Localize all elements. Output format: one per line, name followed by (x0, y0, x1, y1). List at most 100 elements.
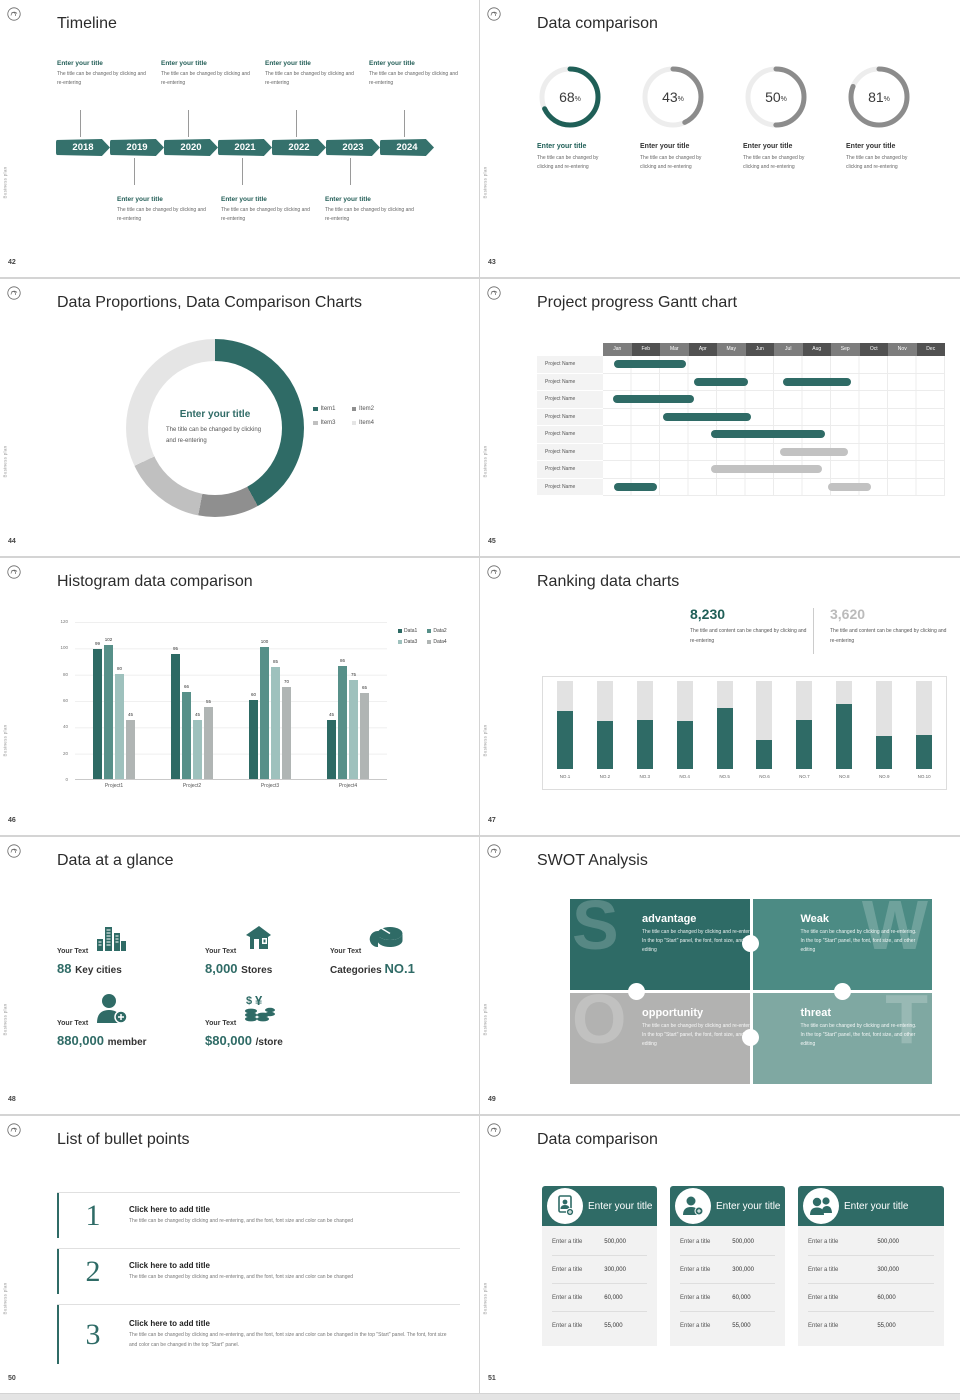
timeline-entry-title: Enter your title (369, 60, 415, 67)
legend-marker (313, 420, 318, 426)
gantt-bar (614, 360, 686, 369)
page-title: Data at a glance (57, 852, 174, 869)
brand-vertical-text: Business plan (2, 724, 8, 757)
histogram-bar: 86 (338, 658, 347, 779)
card-row: Enter a title 300,000 (552, 1256, 647, 1284)
timeline-entry: Enter your title The title can be changed… (325, 196, 420, 224)
legend-item: Item4 (351, 420, 374, 426)
person-card-icon (547, 1188, 583, 1224)
gantt-row-label: Project Name (537, 408, 603, 426)
swot-letter: T (885, 993, 928, 1058)
legend-marker (427, 640, 432, 644)
donut-chart: Enter your title The title can be change… (126, 339, 304, 517)
y-axis-tick: 60 (62, 698, 68, 703)
ring-value: 81% (868, 89, 890, 105)
swot-letter: S (572, 899, 619, 964)
card-row: Enter a title 55,000 (808, 1312, 934, 1340)
legend-item: Item3 (313, 420, 336, 426)
gantt-bar (711, 465, 823, 474)
row-label: Enter a title (552, 1266, 583, 1273)
swot-desc: The title can be changed by clicking and… (642, 1023, 750, 1047)
timeline-entry-desc: The title can be changed by clicking and… (117, 207, 206, 222)
puzzle-knob (834, 983, 851, 1000)
ranking-track (636, 681, 653, 769)
histogram-bar: 99 (93, 641, 102, 779)
gantt-row-label: Project Name (537, 391, 603, 409)
ranking-track (836, 681, 853, 769)
ranking-track (916, 681, 933, 769)
slide-43-data-comparison-rings[interactable]: 68% Enter your title The title can be chan… (480, 0, 960, 277)
row-label: Enter a title (808, 1323, 839, 1329)
gantt-bar (612, 395, 695, 404)
gantt-row-label: Project Name (537, 426, 603, 444)
city-icon (95, 924, 128, 957)
glance-number: 880,000 (57, 1033, 108, 1048)
brand-logo-icon (7, 565, 21, 579)
legend-label: Data4 (433, 639, 447, 645)
glance-value: 880,000 member (57, 1033, 147, 1048)
ranking-track (596, 681, 613, 769)
comparison-card: Enter your title Enter a title 500,000 Ente… (670, 1186, 785, 1346)
stat-divider (813, 608, 814, 654)
timeline-entry-desc: The title can be changed by clicking and… (265, 71, 354, 86)
card-body: Enter a title 500,000 Enter a title 300,000… (798, 1226, 944, 1346)
slide-44-donut-chart[interactable]: Enter your title The title can be change… (0, 279, 480, 556)
histogram-bar: 45 (193, 712, 202, 779)
bar-value-label: 100 (260, 639, 269, 645)
brand-vertical-text: Business plan (482, 445, 488, 478)
slide-48-data-glance[interactable]: Your Text 88 Key cities Your Text 8,000 Sto… (0, 837, 480, 1114)
ranking-column (904, 681, 944, 769)
glance-number: $80,000 (205, 1033, 256, 1048)
svg-text:¥: ¥ (255, 994, 263, 1008)
row-value: 300,000 (877, 1266, 900, 1273)
row-label: Enter a title (552, 1294, 583, 1301)
legend-label: Item3 (320, 420, 336, 426)
row-value: 60,000 (732, 1294, 751, 1301)
slide-number: 45 (488, 538, 496, 545)
card-row: Enter a title 55,000 (680, 1312, 775, 1340)
slide-47-ranking[interactable]: 8,230 The title and content can be chang… (480, 558, 960, 835)
swot-quadrant-weak: W Weak The title can be changed by clickin… (752, 899, 932, 990)
slide-51-data-cards[interactable]: Enter your title Enter a title 500,000 Ente… (480, 1116, 960, 1393)
ranking-label: NO.1 (559, 774, 571, 779)
timeline-entry-title: Enter your title (117, 196, 163, 203)
glance-label: Your Text (205, 1020, 237, 1027)
brand-logo-icon (7, 1123, 21, 1137)
puzzle-knob (742, 1029, 759, 1046)
glance-item: Your Text $ ¥ $80,000 /store (205, 993, 283, 1048)
progress-ring: 50% (743, 64, 809, 130)
ranking-label: NO.5 (719, 774, 730, 779)
legend-item: Item2 (351, 406, 374, 412)
progress-ring: 81% (846, 64, 912, 130)
gantt-bar (782, 377, 851, 386)
row-value: 60,000 (877, 1294, 896, 1301)
gantt-bar (711, 430, 826, 439)
legend-label: Data3 (404, 639, 418, 645)
y-axis-tick: 40 (62, 724, 68, 730)
glance-label: Your Text (330, 948, 362, 955)
bullet-item: 1 Click here to add title The title can be… (57, 1192, 460, 1238)
legend-item: Data4 (427, 639, 447, 645)
bullet-number: 1 (85, 1198, 101, 1232)
histogram-group: 45 86 75 65 Project4 (309, 622, 387, 789)
swot-letter: W (861, 899, 928, 964)
row-value: 300,000 (732, 1266, 754, 1273)
slide-45-gantt[interactable]: Jan Feb Mar Apr May Jun Jul Aug Sep Oct Nov Dec Proj… (480, 279, 960, 556)
histogram-group: 95 66 45 55 Project2 (153, 622, 231, 789)
donut-center-desc: The title can be changed by clicking and… (166, 426, 262, 444)
brand-logo-icon (7, 844, 21, 858)
slide-50-bullet-list[interactable]: 1 Click here to add title The title can be… (0, 1116, 480, 1393)
slide-42-timeline[interactable]: Enter your title The title can be changed… (0, 0, 480, 277)
bar-value-label: 66 (183, 684, 190, 690)
ring-stat: 68% Enter your title The title can be chan… (537, 64, 603, 172)
x-axis-label: Project1 (104, 783, 124, 789)
timeline-connector (134, 158, 135, 185)
ring-desc: The title can be changed by clicking and… (743, 155, 805, 170)
gantt-row: Project Name (537, 391, 945, 409)
slide-number: 44 (8, 538, 16, 545)
ring-percent-sign: % (574, 96, 581, 103)
brand-logo-icon (487, 286, 501, 300)
slide-46-histogram[interactable]: 99 102 80 45 Project1 95 66 45 55 Project2 60 100 85… (0, 558, 480, 835)
